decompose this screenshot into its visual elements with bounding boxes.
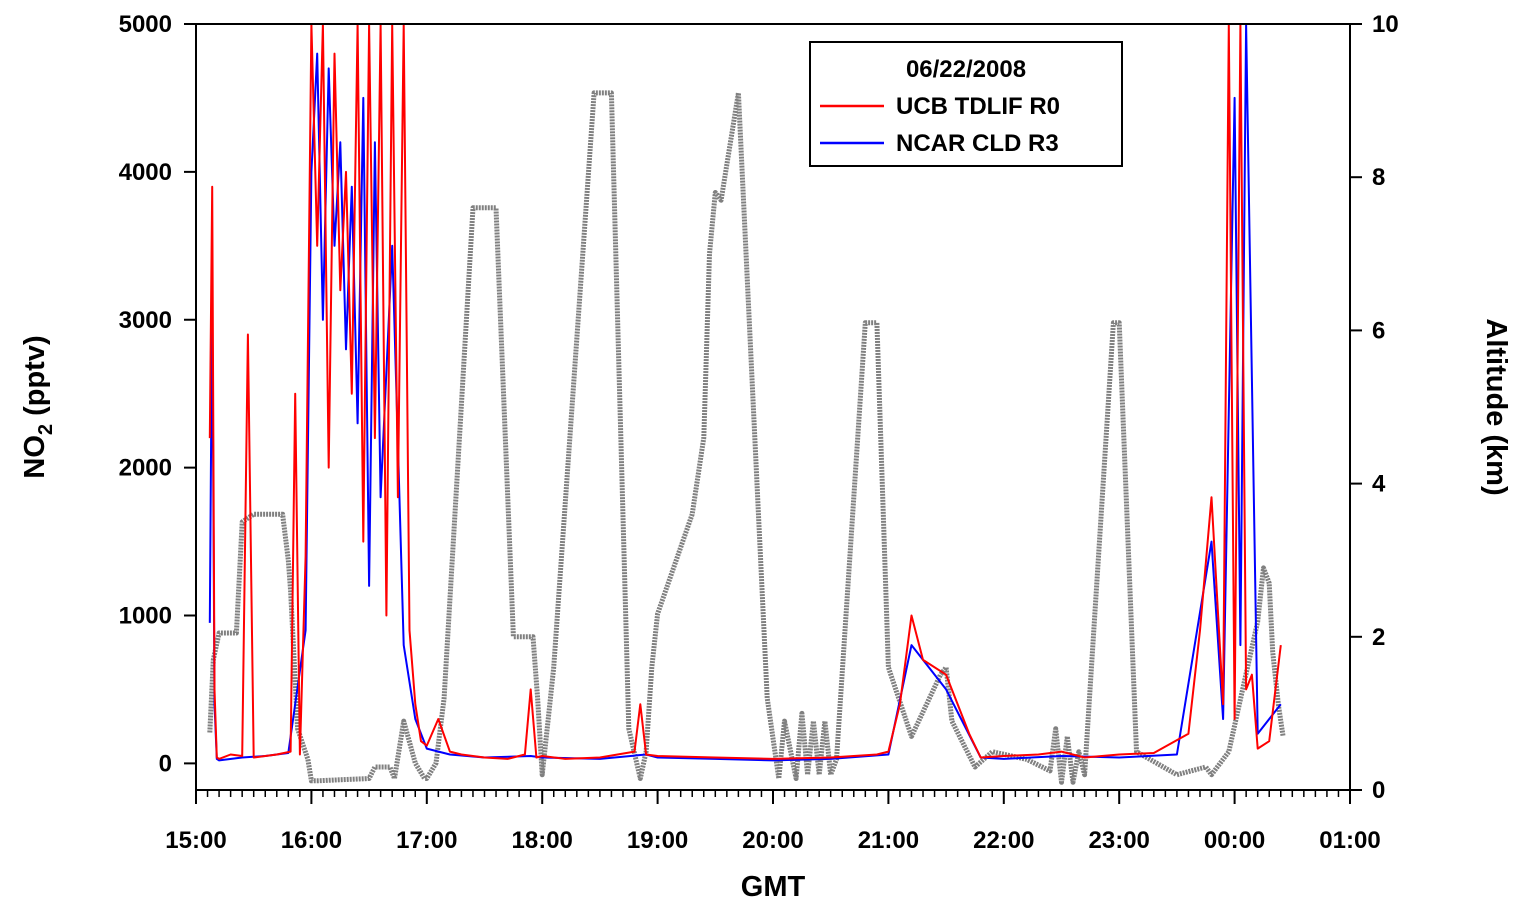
y-right-axis-title: Altitude (km) <box>1480 318 1512 495</box>
y-left-tick-label: 1000 <box>119 603 172 630</box>
x-tick-label: 20:00 <box>742 827 803 854</box>
y-left-tick-label: 3000 <box>119 307 172 334</box>
series-layer <box>207 23 1286 785</box>
legend-label-ucb: UCB TDLIF R0 <box>896 93 1060 120</box>
x-tick-label: 16:00 <box>281 827 342 854</box>
y-right-tick-label: 2 <box>1372 624 1385 651</box>
legend-label-ncar: NCAR CLD R3 <box>896 130 1059 157</box>
y-left-title-main: NO <box>19 435 51 479</box>
series-line-altitude <box>207 90 1286 785</box>
y-left-tick-label: 4000 <box>119 159 172 186</box>
x-axis-title: GMT <box>741 871 806 902</box>
y-left-tick-label: 5000 <box>119 11 172 38</box>
y-left-tick-label: 0 <box>159 750 172 777</box>
x-tick-label: 15:00 <box>165 827 226 854</box>
plot-frame <box>195 23 1351 791</box>
axis-layer: 15:00 16:00 17:00 18:00 19:00 20:00 21:00 22:00… <box>119 11 1399 854</box>
legend-title: 06/22/2008 <box>906 56 1026 83</box>
y-right-tick-label: 10 <box>1372 11 1399 38</box>
y-right-tick-label: 0 <box>1372 777 1385 804</box>
x-tick-label: 17:00 <box>396 827 457 854</box>
y-left-title-subscript: 2 <box>35 424 57 435</box>
x-tick-label: 18:00 <box>512 827 573 854</box>
y-right-tick-label: 6 <box>1372 317 1385 344</box>
y-left-title-rest: (pptv) <box>19 335 51 424</box>
x-tick-label: 19:00 <box>627 827 688 854</box>
x-tick-label: 21:00 <box>858 827 919 854</box>
y-right-tick-label: 4 <box>1372 471 1386 498</box>
x-tick-label: 23:00 <box>1089 827 1150 854</box>
legend: 06/22/2008 UCB TDLIF R0 NCAR CLD R3 <box>809 41 1123 167</box>
x-tick-label: 22:00 <box>973 827 1034 854</box>
y-left-axis-title: NO2 (pptv) <box>19 335 57 478</box>
y-left-tick-label: 2000 <box>119 455 172 482</box>
series-line-ucb-tdlif-r0 <box>208 23 1282 760</box>
x-tick-label: 01:00 <box>1319 827 1380 854</box>
x-tick-label: 00:00 <box>1204 827 1265 854</box>
y-right-tick-label: 8 <box>1372 164 1385 191</box>
legend-box <box>809 41 1123 167</box>
